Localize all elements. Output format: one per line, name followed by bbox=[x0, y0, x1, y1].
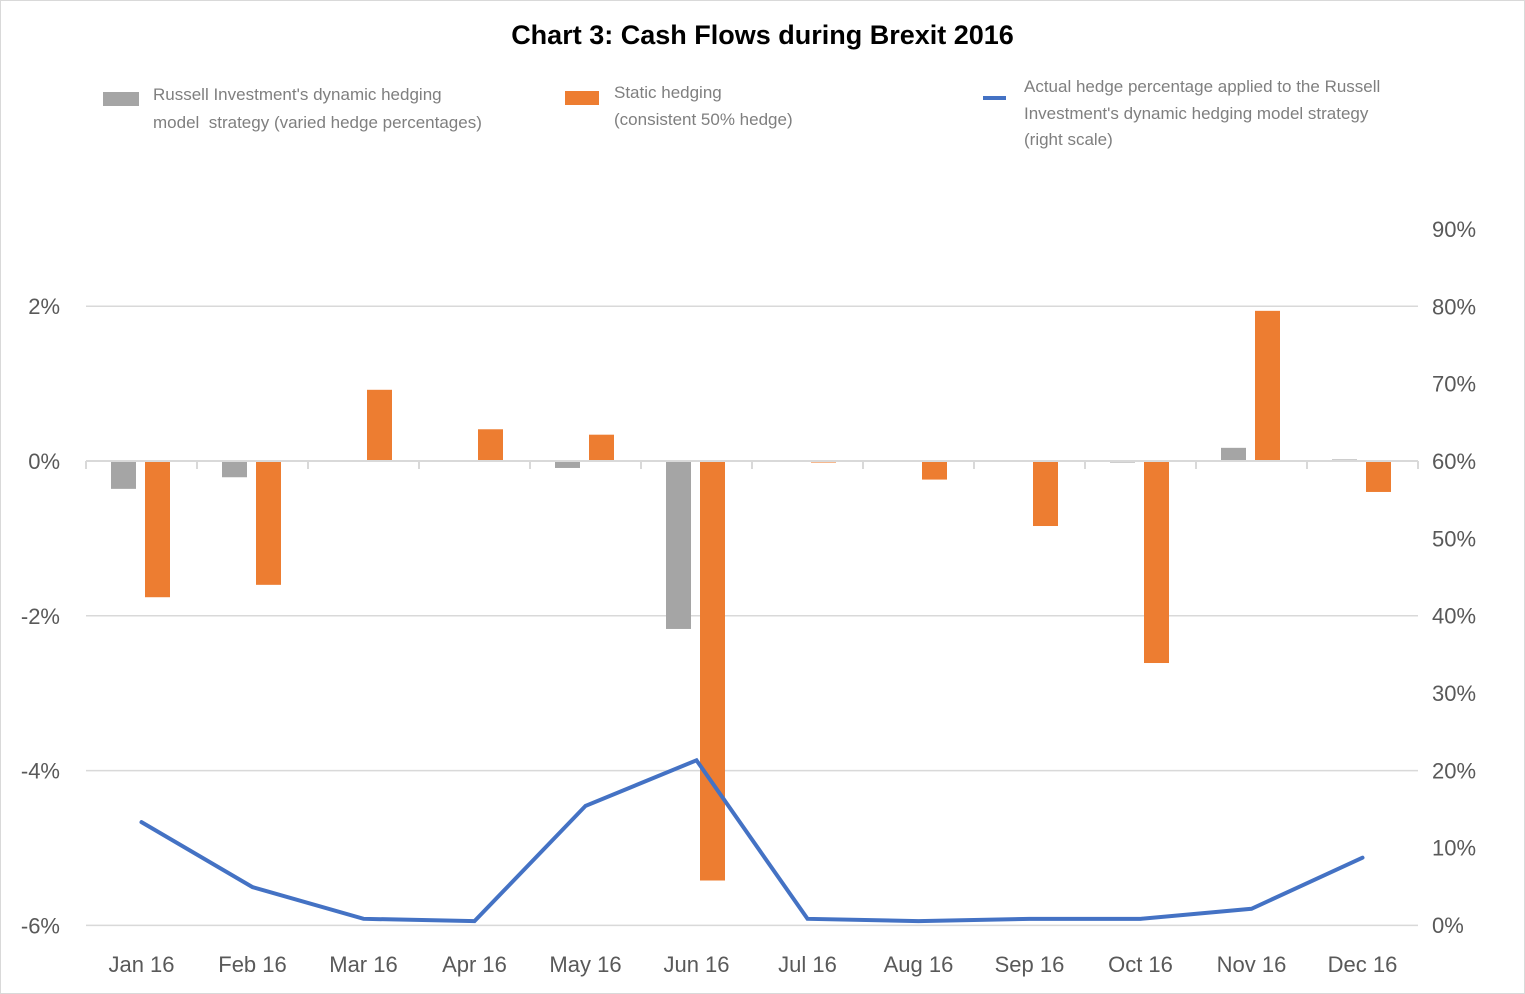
gridlines bbox=[86, 305, 1418, 927]
bar-static bbox=[1255, 310, 1280, 461]
legend-label: (right scale) bbox=[1024, 130, 1113, 149]
right-tick-label: 50% bbox=[1432, 526, 1476, 551]
legend-item-static: Static hedging (consistent 50% hedge) bbox=[563, 81, 863, 137]
category-label: Jan 16 bbox=[108, 952, 174, 977]
category-label: Sep 16 bbox=[995, 952, 1065, 977]
bar-dynamic bbox=[666, 461, 691, 629]
legend-item-hedge-line: Actual hedge percentage applied to the R… bbox=[980, 75, 1500, 159]
right-tick-label: 80% bbox=[1432, 294, 1476, 319]
legend-swatch-gray bbox=[103, 92, 139, 106]
right-tick-label: 90% bbox=[1432, 217, 1476, 242]
bar-static bbox=[145, 461, 170, 598]
right-tick-label: 0% bbox=[1432, 913, 1464, 938]
category-label: Jun 16 bbox=[663, 952, 729, 977]
x-axis bbox=[85, 460, 1419, 469]
category-label: Jul 16 bbox=[778, 952, 837, 977]
bar-dynamic bbox=[555, 461, 580, 468]
left-tick-label: 2% bbox=[28, 294, 60, 319]
right-tick-label: 40% bbox=[1432, 604, 1476, 629]
axis-labels: 2% 0% -2% -4% -6% 90% 80% 70% 60% 50% 40% 30% 20% 10%… bbox=[21, 217, 1476, 977]
category-label: Aug 16 bbox=[884, 952, 954, 977]
bar-dynamic bbox=[222, 461, 247, 478]
bar-static bbox=[478, 429, 503, 461]
right-tick-label: 10% bbox=[1432, 836, 1476, 861]
category-label: Feb 16 bbox=[218, 952, 287, 977]
legend-label: model strategy (varied hedge percentages… bbox=[153, 113, 482, 132]
bars bbox=[111, 310, 1391, 881]
legend-label: Russell Investment's dynamic hedging bbox=[153, 85, 442, 104]
legend-swatch-orange bbox=[565, 91, 599, 105]
legend-label: Static hedging bbox=[614, 83, 722, 102]
right-tick-label: 30% bbox=[1432, 681, 1476, 706]
legend-label: (consistent 50% hedge) bbox=[614, 110, 793, 129]
chart-title: Chart 3: Cash Flows during Brexit 2016 bbox=[511, 20, 1014, 50]
bar-static bbox=[1144, 461, 1169, 664]
left-tick-label: -2% bbox=[21, 604, 60, 629]
legend-item-dynamic: Russell Investment's dynamic hedging mod… bbox=[100, 83, 560, 139]
category-label: May 16 bbox=[549, 952, 621, 977]
bar-static bbox=[367, 389, 392, 461]
legend-swatch-blue-line bbox=[983, 96, 1006, 100]
legend-label: Investment's dynamic hedging model strat… bbox=[1024, 104, 1369, 123]
bar-static bbox=[1033, 461, 1058, 527]
left-tick-label: -4% bbox=[21, 759, 60, 784]
bar-dynamic bbox=[111, 461, 136, 489]
bar-static bbox=[589, 434, 614, 461]
bar-static bbox=[256, 461, 281, 585]
category-label: Dec 16 bbox=[1328, 952, 1398, 977]
category-label: Apr 16 bbox=[442, 952, 507, 977]
legend-label: Actual hedge percentage applied to the R… bbox=[1024, 77, 1381, 96]
right-tick-label: 20% bbox=[1432, 758, 1476, 783]
category-label: Oct 16 bbox=[1108, 952, 1173, 977]
bar-dynamic bbox=[1221, 447, 1246, 461]
hedge-percentage-line bbox=[139, 757, 1365, 924]
bar-static bbox=[922, 461, 947, 480]
bar-static bbox=[700, 461, 725, 881]
bar-static bbox=[1366, 461, 1391, 492]
left-tick-label: -6% bbox=[21, 913, 60, 938]
right-tick-label: 70% bbox=[1432, 372, 1476, 397]
right-tick-label: 60% bbox=[1432, 449, 1476, 474]
left-tick-label: 0% bbox=[28, 449, 60, 474]
hedge-line bbox=[139, 757, 1365, 924]
category-label: Nov 16 bbox=[1217, 952, 1287, 977]
category-label: Mar 16 bbox=[329, 952, 397, 977]
